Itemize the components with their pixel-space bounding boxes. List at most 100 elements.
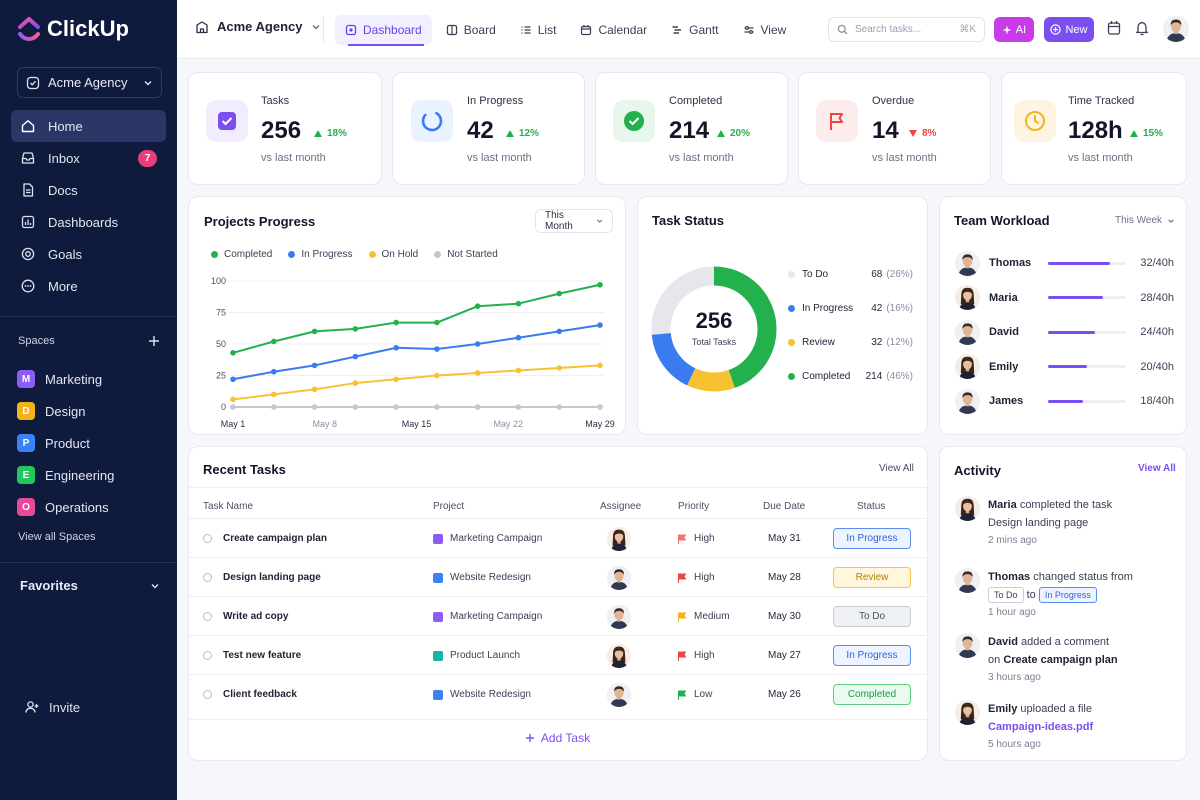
invite-button[interactable]: Invite — [24, 699, 80, 715]
topbar-workspace-switcher[interactable]: Acme Agency — [195, 19, 321, 34]
stat-value: 214 — [669, 117, 710, 144]
activity-target: Create campaign plan — [1003, 654, 1118, 666]
app-name: ClickUp — [47, 16, 129, 41]
flag-icon — [678, 534, 687, 544]
avatar — [607, 565, 631, 590]
tab-view[interactable]: View — [733, 15, 797, 45]
space-avatar: M — [17, 370, 35, 388]
tab-dashboard[interactable]: Dashboard — [335, 15, 432, 45]
member-name: Thomas — [989, 257, 1032, 269]
data-point — [434, 404, 440, 410]
space-item-marketing[interactable]: M Marketing — [17, 363, 167, 395]
search-box[interactable]: ⌘K — [828, 17, 985, 42]
table-row[interactable]: Create campaign plan Marketing Campaign Hi… — [189, 518, 926, 557]
calendar-icon[interactable] — [1107, 20, 1121, 36]
due-date-cell: May 27 — [768, 636, 801, 675]
task-checkbox[interactable] — [203, 651, 212, 660]
tab-list[interactable]: List — [510, 15, 567, 45]
space-item-product[interactable]: P Product — [17, 427, 167, 459]
column-header: Priority — [678, 501, 710, 512]
stat-change-value: 15% — [1143, 128, 1164, 139]
data-point — [270, 338, 277, 345]
user-avatar[interactable] — [1163, 16, 1189, 42]
nav-item-inbox[interactable]: Inbox 7 — [11, 142, 166, 174]
status-label: To Do — [802, 269, 829, 280]
space-item-design[interactable]: D Design — [17, 395, 167, 427]
table-row[interactable]: Test new feature Product Launch High May 27… — [189, 635, 926, 674]
tab-gantt[interactable]: Gantt — [661, 15, 728, 45]
nav-label: Docs — [48, 182, 78, 198]
add-space-icon[interactable] — [148, 335, 160, 347]
task-checkbox[interactable] — [203, 612, 212, 621]
workload-row: Thomas 32/40h — [955, 248, 1174, 278]
status-badge[interactable]: In Progress — [833, 645, 911, 666]
projects-line-chart: 0 25 50 75 100 May 1 May 8 May 15 May 22 May 29 — [211, 276, 615, 429]
bell-icon[interactable] — [1135, 20, 1149, 36]
data-point — [556, 290, 563, 297]
status-badge[interactable]: To Do — [833, 606, 911, 627]
favorites-toggle[interactable]: Favorites — [20, 578, 160, 593]
space-item-operations[interactable]: O Operations — [17, 491, 167, 523]
chevron-down-icon — [596, 219, 602, 223]
file-link[interactable]: Campaign-ideas.pdf — [988, 721, 1094, 733]
card-title: Team Workload — [954, 213, 1050, 228]
status-badge[interactable]: Completed — [833, 684, 911, 705]
nav-item-goals[interactable]: Goals — [11, 238, 166, 270]
add-task-button[interactable]: Add Task — [189, 731, 926, 745]
x-tick-label: May 22 — [493, 419, 523, 429]
space-label: Operations — [45, 499, 109, 515]
table-row[interactable]: Write ad copy Marketing Campaign Medium May… — [189, 596, 926, 635]
nav-item-more[interactable]: More — [11, 270, 166, 302]
task-checkbox[interactable] — [203, 573, 212, 582]
tab-calendar[interactable]: Calendar — [570, 15, 657, 45]
legend-item: On Hold — [368, 249, 418, 260]
project-name: Website Redesign — [450, 689, 531, 700]
overdue-stat-icon-wrap — [816, 100, 858, 142]
progress-ring-icon — [421, 110, 443, 132]
view-all-activity-link[interactable]: View All — [1138, 463, 1176, 474]
team-workload-card: Team Workload This Week Thomas 32/40h Mari… — [939, 196, 1187, 435]
status-badge[interactable]: In Progress — [833, 528, 911, 549]
new-button[interactable]: New — [1044, 17, 1094, 42]
nav-label: Inbox — [48, 150, 80, 166]
footer-divider — [189, 719, 927, 720]
workspace-switcher[interactable]: Acme Agency — [17, 67, 162, 98]
nav-item-dashboards[interactable]: Dashboards — [11, 206, 166, 238]
nav-item-docs[interactable]: Docs — [11, 174, 166, 206]
board-icon — [446, 24, 457, 36]
task-checkbox[interactable] — [203, 534, 212, 543]
data-point — [474, 404, 481, 410]
member-hours: 32/40h — [1140, 257, 1174, 269]
sidebar-divider — [0, 316, 177, 317]
project-icon — [433, 533, 443, 544]
stat-change: 18% — [314, 128, 347, 139]
data-point — [597, 404, 603, 410]
week-dropdown[interactable]: This Week — [1115, 215, 1175, 226]
activity-text: Thomas changed status from To Do to In P… — [988, 568, 1178, 622]
topbar-divider — [323, 16, 324, 43]
x-tick-label: May 1 — [221, 419, 246, 429]
range-dropdown[interactable]: This Month — [535, 209, 613, 233]
search-input[interactable] — [855, 24, 950, 35]
ai-button[interactable]: AI — [994, 17, 1034, 42]
priority-cell: Medium — [677, 597, 730, 636]
workload-bar — [1048, 330, 1126, 334]
table-row[interactable]: Design landing page Website Redesign High M… — [189, 557, 926, 596]
series-line — [232, 324, 601, 381]
app-logo[interactable]: ClickUp — [18, 16, 129, 42]
workload-bar — [1048, 399, 1126, 403]
task-checkbox[interactable] — [203, 690, 212, 699]
space-item-engineering[interactable]: E Engineering — [17, 459, 167, 491]
status-badge[interactable]: Review — [833, 567, 911, 588]
tab-board[interactable]: Board — [436, 15, 506, 45]
data-point — [270, 391, 277, 398]
member-hours: 18/40h — [1140, 395, 1174, 407]
plus-icon — [525, 734, 534, 742]
view-all-tasks-link[interactable]: View All — [879, 463, 914, 474]
task-status-card: Task Status 256 Total Tasks To Do 68 (26%)… — [637, 196, 928, 435]
stat-value: 14 — [872, 117, 899, 144]
table-row[interactable]: Client feedback Website Redesign Low May 26… — [189, 674, 926, 713]
nav-item-home[interactable]: Home — [11, 110, 166, 142]
view-all-spaces-link[interactable]: View all Spaces — [18, 531, 96, 543]
flag-icon — [678, 612, 687, 622]
